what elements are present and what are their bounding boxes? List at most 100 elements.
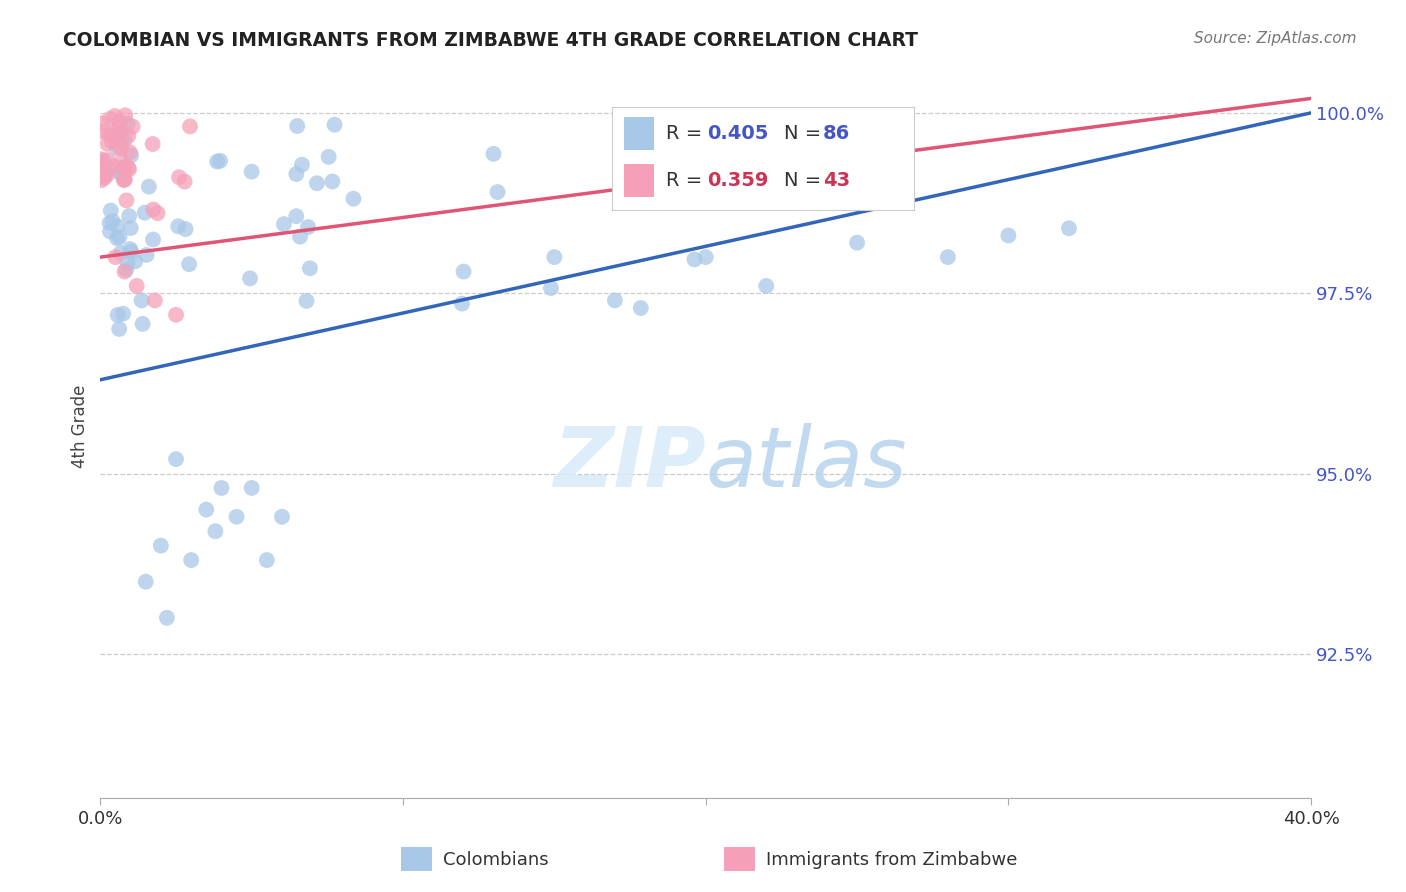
Point [107,122,129,136]
Text: ZIP: ZIP [553,424,706,504]
Text: 0.405: 0.405 [707,124,768,144]
Point [108,322,131,336]
Point [318,150,340,164]
Point [93,153,115,168]
Text: Immigrants from Zimbabwe: Immigrants from Zimbabwe [766,851,1018,869]
Point [149,539,172,553]
Point [105,219,128,233]
Point [138,179,160,194]
Point [110,166,132,180]
Point [97,167,120,181]
Point [603,293,626,308]
Point [846,235,869,250]
Point [108,126,131,140]
Point [321,174,343,188]
Point [112,307,135,321]
Point [105,141,128,155]
Point [342,192,364,206]
Point [114,264,136,278]
Point [104,109,127,123]
Point [114,172,136,186]
Point [110,167,132,181]
Point [288,229,311,244]
Point [100,203,122,218]
Point [111,154,134,169]
Point [165,308,187,322]
Point [453,264,475,278]
Point [997,228,1019,243]
Point [103,125,125,139]
Point [695,250,717,264]
Point [93,169,115,183]
Point [285,209,308,223]
FancyBboxPatch shape [624,164,654,197]
Point [297,220,319,235]
Point [135,574,157,589]
Text: 43: 43 [824,171,851,190]
Point [91,116,114,130]
Text: atlas: atlas [706,424,907,504]
Point [305,176,328,190]
Point [115,194,138,208]
Point [482,146,505,161]
Point [97,128,120,142]
Point [205,154,228,169]
Point [486,185,509,199]
Point [239,271,262,285]
Point [101,214,124,228]
Point [89,160,111,174]
Text: 86: 86 [824,124,851,144]
Point [683,252,706,267]
Point [108,126,131,140]
Text: 0.359: 0.359 [707,171,768,190]
Point [225,509,247,524]
Point [110,138,132,153]
Point [98,224,121,238]
Point [98,112,121,126]
Point [112,161,135,175]
Point [209,481,232,495]
Point [131,293,153,308]
Point [156,611,179,625]
Point [323,118,346,132]
Point [167,219,190,234]
Point [115,262,138,277]
Text: R =: R = [666,124,709,144]
Point [134,205,156,219]
Point [209,153,232,168]
Point [256,553,278,567]
Point [451,296,474,310]
Point [97,153,120,167]
Point [121,120,143,134]
Point [180,553,202,567]
Point [110,245,132,260]
Point [117,128,139,143]
Point [112,173,135,187]
Text: COLOMBIAN VS IMMIGRANTS FROM ZIMBABWE 4TH GRADE CORRELATION CHART: COLOMBIAN VS IMMIGRANTS FROM ZIMBABWE 4T… [63,31,918,50]
Y-axis label: 4th Grade: 4th Grade [72,385,89,468]
Point [117,117,139,131]
Point [174,222,197,236]
Point [117,161,139,175]
Point [120,221,142,235]
Point [135,248,157,262]
Point [105,231,128,245]
Point [118,162,141,177]
Point [124,254,146,268]
Point [173,175,195,189]
Point [179,120,201,134]
Point [97,161,120,176]
Point [143,293,166,308]
Point [204,524,226,539]
Point [114,108,136,122]
Point [240,164,263,178]
Point [118,209,141,223]
Point [195,502,218,516]
Point [93,170,115,185]
Text: N =: N = [785,124,827,144]
Point [291,158,314,172]
Point [142,202,165,217]
Point [125,279,148,293]
Point [110,141,132,155]
Point [131,317,153,331]
